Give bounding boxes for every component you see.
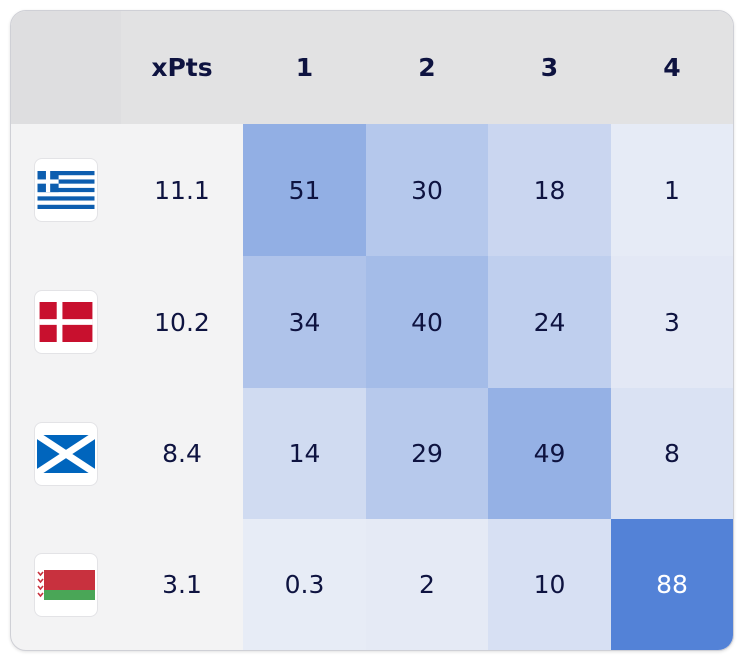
probability-cell: 40 (366, 256, 488, 388)
probability-cell: 88 (611, 519, 733, 650)
probability-cell: 14 (243, 388, 366, 519)
probability-cell: 18 (488, 124, 611, 256)
header-cell: 3 (488, 11, 611, 124)
probability-cell: 24 (488, 256, 611, 388)
header-cell (11, 11, 121, 124)
flag (34, 158, 98, 222)
header-cell: 4 (611, 11, 733, 124)
flag-belarus (37, 569, 95, 600)
probability-cell: 3 (611, 256, 733, 388)
flag-cell (11, 256, 121, 388)
probability-cell: 29 (366, 388, 488, 519)
flag-cell (11, 124, 121, 256)
flag-cell (11, 519, 121, 650)
flag-greece (37, 171, 95, 209)
probability-cell: 51 (243, 124, 366, 256)
flag-scotland (37, 434, 95, 473)
flag-denmark (39, 302, 93, 342)
probability-cell: 0.3 (243, 519, 366, 650)
probability-cell: 49 (488, 388, 611, 519)
probability-cell: 34 (243, 256, 366, 388)
flag (34, 290, 98, 354)
header-cell: xPts (121, 11, 243, 124)
xpts-cell: 8.4 (162, 439, 202, 468)
xpts-cell: 3.1 (162, 570, 202, 599)
table-card: xPts 1 2 3 4 11.1 51 30 18 1 10.2 34 40 … (10, 10, 734, 651)
probability-cell: 30 (366, 124, 488, 256)
flag (34, 552, 98, 617)
probability-cell: 10 (488, 519, 611, 650)
flag (34, 421, 98, 486)
probability-cell: 1 (611, 124, 733, 256)
xpts-cell: 11.1 (154, 175, 210, 205)
header-cell: 1 (243, 11, 366, 124)
probability-cell: 8 (611, 388, 733, 519)
flag-cell (11, 388, 121, 519)
header-cell: 2 (366, 11, 488, 124)
probability-cell: 2 (366, 519, 488, 650)
table: xPts 1 2 3 4 11.1 51 30 18 1 10.2 34 40 … (11, 11, 733, 650)
xpts-cell: 10.2 (154, 307, 210, 337)
